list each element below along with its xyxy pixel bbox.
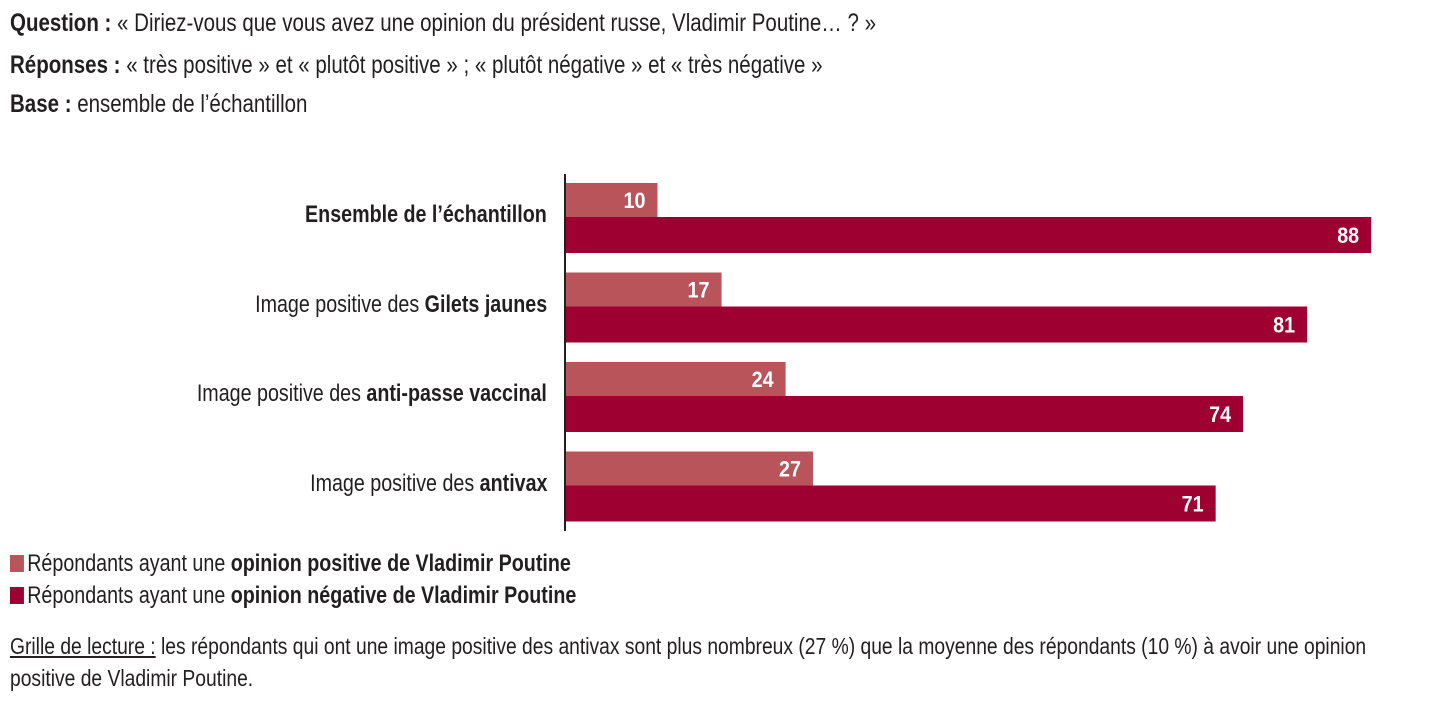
bar-positive-1 xyxy=(566,272,722,307)
bar-negative-0 xyxy=(566,217,1372,253)
category-prefix: Image positive des xyxy=(309,469,480,497)
category-label-1: Image positive des Gilets jaunes xyxy=(191,291,547,319)
reading-note: Grille de lecture : les répondants qui o… xyxy=(10,630,1450,694)
bar-positive-0 xyxy=(566,183,658,217)
bar-positive-3 xyxy=(566,451,814,486)
legend-swatch-negative xyxy=(10,587,24,604)
note-label: Grille de lecture : xyxy=(10,633,156,659)
bar-negative-2 xyxy=(566,396,1244,432)
legend-prefix: Répondants ayant une xyxy=(27,550,231,577)
question-text: « Diriez-vous que vous avez une opinion … xyxy=(111,9,876,37)
question-line: Question : « Diriez-vous que vous avez u… xyxy=(10,8,1066,38)
category-bold: Ensemble de l’échantillon xyxy=(305,201,547,228)
value-label-negative-0: 88 xyxy=(1337,223,1359,248)
base-text: ensemble de l’échantillon xyxy=(71,90,308,118)
legend-prefix: Répondants ayant une xyxy=(27,582,231,609)
base-line: Base : ensemble de l’échantillon xyxy=(10,89,373,119)
category-label-3: Image positive des antivax xyxy=(258,469,547,498)
bar-negative-1 xyxy=(566,306,1308,343)
answers-text: « très positive » et « plutôt positive »… xyxy=(120,51,823,79)
legend-bold: opinion négative de Vladimir Poutine xyxy=(230,582,577,609)
legend-swatch-positive xyxy=(10,555,24,572)
value-label-negative-1: 81 xyxy=(1273,313,1295,338)
legend-bold: opinion positive de Vladimir Poutine xyxy=(230,550,571,577)
answers-line: Réponses : « très positive » et « plutôt… xyxy=(10,50,1001,80)
bar-negative-3 xyxy=(566,485,1216,522)
legend-item-negative: Répondants ayant une opinion négative de… xyxy=(10,582,701,610)
bar-positive-2 xyxy=(566,362,786,396)
legend-item-positive: Répondants ayant une opinion positive de… xyxy=(10,550,694,578)
category-prefix: Image positive des xyxy=(254,290,425,318)
category-bold: antivax xyxy=(479,469,547,497)
category-label-2: Image positive des anti-passe vaccinal xyxy=(120,380,547,408)
category-bold: anti-passe vaccinal xyxy=(366,380,547,407)
question-label: Question : xyxy=(10,9,112,37)
value-label-positive-3: 27 xyxy=(779,457,801,482)
value-label-positive-1: 17 xyxy=(688,278,710,303)
value-label-positive-2: 24 xyxy=(752,367,775,392)
base-label: Base : xyxy=(10,90,72,118)
value-label-positive-0: 10 xyxy=(624,188,646,213)
category-label-0: Ensemble de l’échantillon xyxy=(252,201,547,229)
note-text: les répondants qui ont une image positiv… xyxy=(10,633,1367,691)
value-label-negative-2: 74 xyxy=(1209,402,1232,427)
value-label-negative-3: 71 xyxy=(1182,492,1204,517)
category-bold: Gilets jaunes xyxy=(424,290,547,318)
answers-label: Réponses : xyxy=(10,51,121,79)
category-prefix: Image positive des xyxy=(196,380,367,407)
